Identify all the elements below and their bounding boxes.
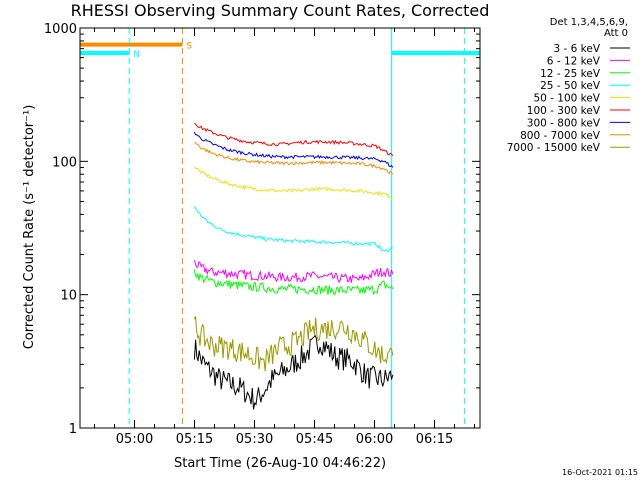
chart-title: RHESSI Observing Summary Count Rates, Co…	[71, 1, 490, 20]
x-tick-label: 05:30	[236, 432, 273, 447]
series-line-5	[194, 122, 394, 157]
flag-N-label: N	[133, 50, 140, 60]
series-line-7	[194, 142, 394, 175]
series-line-4	[194, 167, 393, 200]
legend-entry-label: 6 - 12 keV	[547, 55, 601, 67]
legend-entry-label: 300 - 800 keV	[527, 117, 601, 129]
series-line-3	[193, 205, 393, 253]
x-tick-label: 06:00	[356, 432, 393, 447]
legend-entry-label: 100 - 300 keV	[527, 105, 601, 117]
y-axis-label: Corrected Count Rate (s⁻¹ detector⁻¹)	[22, 105, 37, 350]
plot-frame	[79, 27, 481, 429]
series-line-0	[193, 334, 394, 410]
x-tick-label: 06:15	[416, 432, 453, 447]
flag-S-label: S	[186, 42, 192, 52]
legend-entry-label: 12 - 25 keV	[540, 68, 601, 80]
legend-entry-label: 25 - 50 keV	[540, 80, 601, 92]
legend-title: Det 1,3,4,5,6,9,	[550, 17, 628, 28]
footer-timestamp: 16-Oct-2021 01:15	[562, 468, 638, 477]
y-tick-label: 1000	[44, 22, 77, 37]
x-axis-label: Start Time (26-Aug-10 04:46:22)	[174, 456, 386, 471]
x-tick-label: 05:00	[116, 432, 153, 447]
y-tick-label: 1	[69, 422, 77, 437]
legend-entry-label: 3 - 6 keV	[553, 43, 600, 55]
series-line-6	[193, 131, 394, 168]
y-tick-label: 100	[52, 155, 77, 170]
y-tick-label: 10	[60, 289, 77, 304]
legend-entry-label: 50 - 100 keV	[533, 93, 600, 105]
series-line-2	[193, 269, 394, 296]
plot-area: NS	[79, 28, 480, 428]
legend-entry-label: 7000 - 15000 keV	[507, 142, 601, 154]
x-tick-label: 05:15	[176, 432, 213, 447]
legend-entry-label: 800 - 7000 keV	[520, 130, 601, 142]
series-line-8	[193, 316, 394, 372]
x-tick-label: 05:45	[296, 432, 333, 447]
legend-title: Att 0	[604, 28, 628, 39]
axes: 05:00 05:15 05:30 05:45 06:00 06:15 1 10 100 1000	[44, 22, 481, 447]
series-line-1	[193, 260, 394, 284]
